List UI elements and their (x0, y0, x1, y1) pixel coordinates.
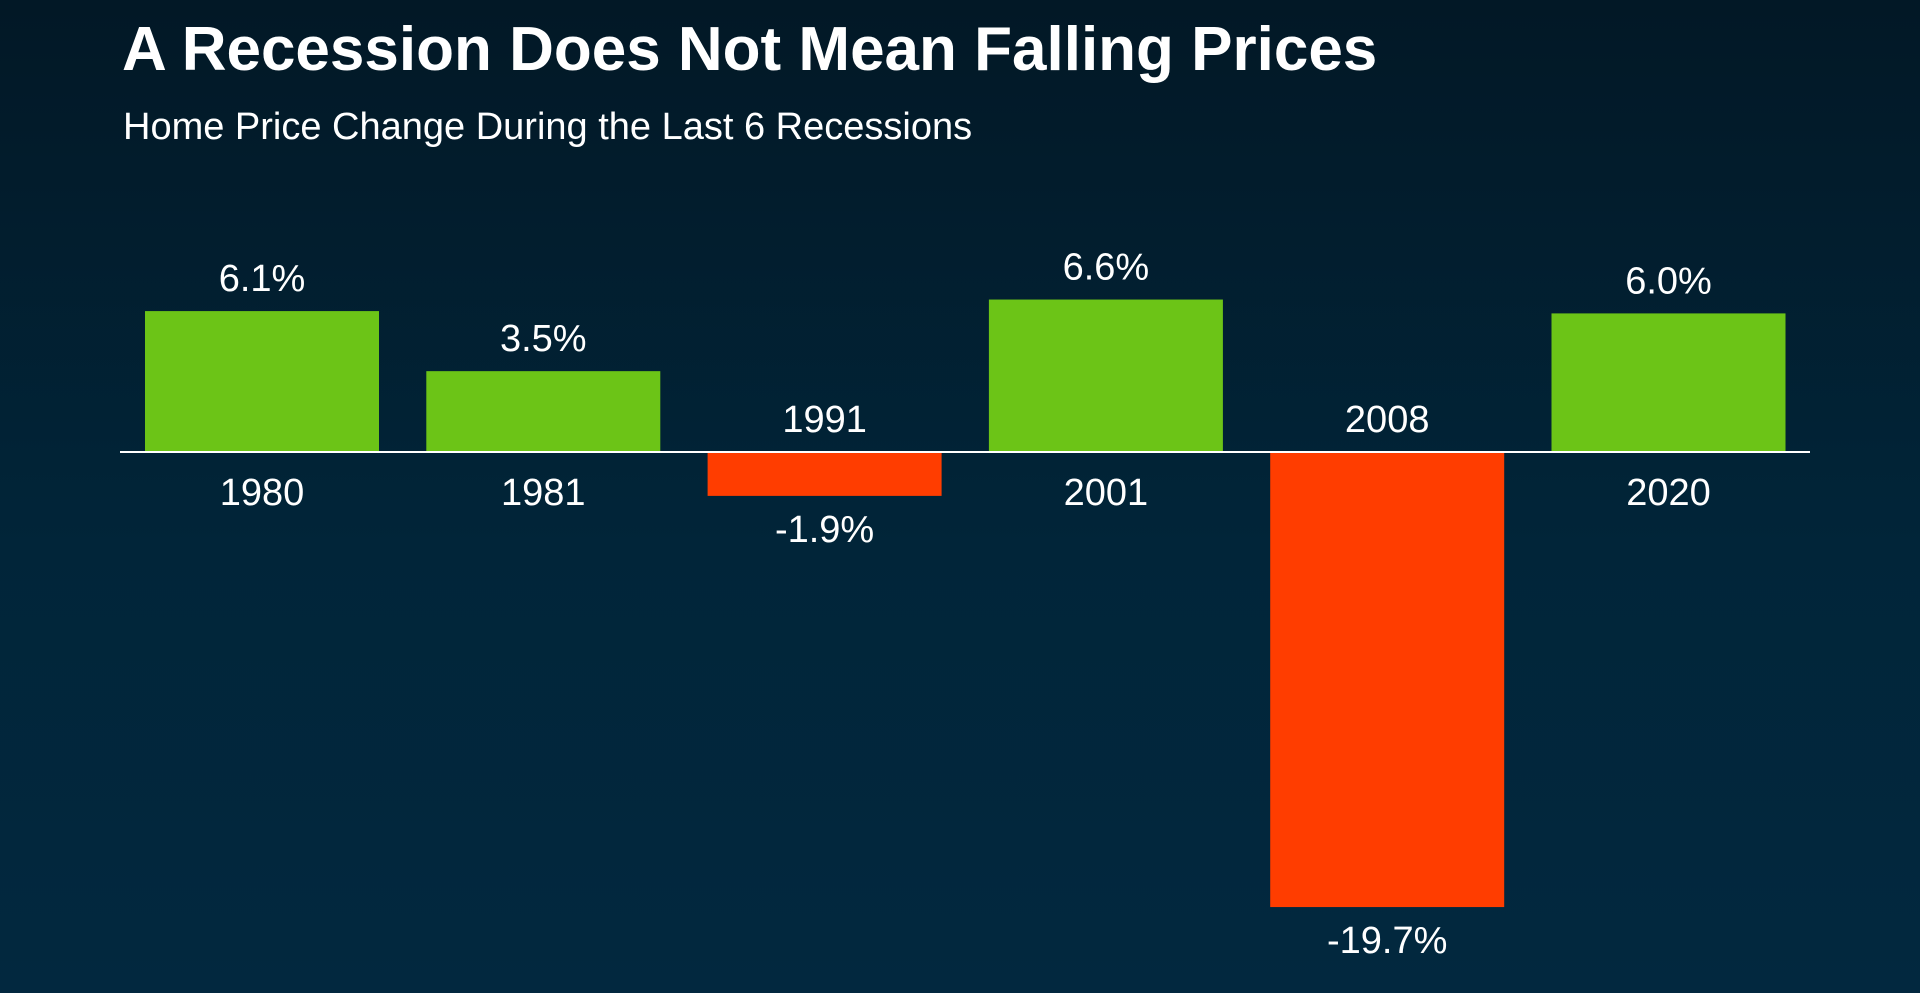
bar-1980 (145, 311, 379, 452)
category-label-2008: 2008 (1345, 399, 1430, 441)
category-label-1991: 1991 (782, 399, 867, 441)
chart-subtitle: Home Price Change During the Last 6 Rece… (123, 106, 973, 148)
data-label-2020: 6.0% (1625, 260, 1712, 302)
category-label-2020: 2020 (1626, 472, 1711, 514)
bar-2001 (988, 299, 1223, 452)
category-label-1981: 1981 (501, 472, 586, 514)
category-label-2001: 2001 (1064, 472, 1149, 514)
data-label-2008: -19.7% (1327, 920, 1447, 962)
bar-2008 (1270, 452, 1505, 908)
data-label-1980: 6.1% (219, 258, 306, 300)
chart-title: A Recession Does Not Mean Falling Prices (122, 15, 1378, 84)
bar-1991 (707, 452, 942, 496)
category-label-1980: 1980 (220, 472, 305, 514)
data-label-1981: 3.5% (500, 318, 587, 360)
data-label-2001: 6.6% (1063, 247, 1150, 289)
data-label-1991: -1.9% (775, 509, 874, 551)
bar-2020 (1551, 313, 1786, 452)
bar-1981 (426, 371, 661, 452)
